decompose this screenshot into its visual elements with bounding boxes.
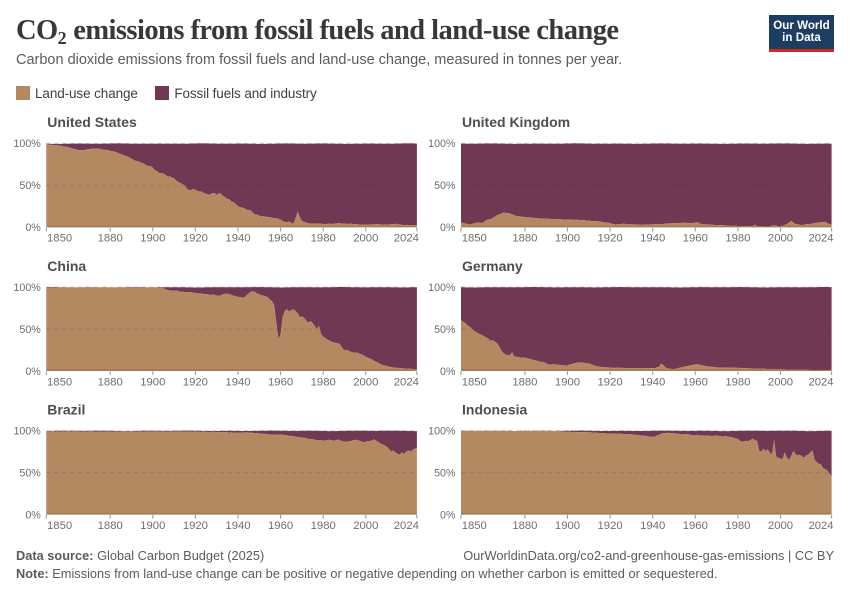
svg-text:1920: 1920 [598,376,623,388]
svg-text:100%: 100% [428,282,456,294]
svg-text:1940: 1940 [225,520,250,532]
svg-text:2024: 2024 [394,233,419,245]
svg-text:1960: 1960 [683,520,708,532]
svg-text:1900: 1900 [555,233,580,245]
svg-text:2000: 2000 [353,520,378,532]
svg-text:1980: 1980 [725,233,750,245]
svg-text:1940: 1940 [640,233,665,245]
svg-text:1920: 1920 [598,520,623,532]
svg-text:0%: 0% [440,509,456,521]
svg-text:1980: 1980 [311,376,336,388]
svg-text:0%: 0% [440,366,456,378]
svg-text:1850: 1850 [462,233,487,245]
svg-text:1980: 1980 [311,233,336,245]
svg-text:50%: 50% [19,180,41,192]
svg-text:2024: 2024 [808,376,833,388]
svg-text:1880: 1880 [98,233,123,245]
svg-text:Indonesia: Indonesia [462,401,528,417]
svg-text:100%: 100% [428,425,456,437]
svg-text:100%: 100% [13,138,41,150]
svg-text:1920: 1920 [183,376,208,388]
svg-text:2000: 2000 [353,233,378,245]
svg-text:2024: 2024 [394,376,419,388]
svg-text:United States: United States [47,114,137,130]
svg-text:2000: 2000 [768,520,793,532]
svg-text:1980: 1980 [311,520,336,532]
svg-text:1900: 1900 [140,520,165,532]
svg-text:China: China [47,258,86,274]
svg-text:1920: 1920 [183,233,208,245]
svg-text:1850: 1850 [47,520,72,532]
svg-text:1850: 1850 [47,376,72,388]
svg-text:1850: 1850 [462,376,487,388]
svg-text:1880: 1880 [512,233,537,245]
svg-text:1880: 1880 [512,376,537,388]
svg-text:2024: 2024 [394,520,419,532]
svg-text:50%: 50% [19,467,41,479]
svg-text:0%: 0% [25,366,41,378]
svg-text:100%: 100% [13,425,41,437]
svg-text:1900: 1900 [555,376,580,388]
svg-text:1900: 1900 [140,376,165,388]
svg-text:1850: 1850 [462,520,487,532]
svg-text:1980: 1980 [725,520,750,532]
svg-text:1940: 1940 [225,376,250,388]
svg-text:50%: 50% [434,180,456,192]
svg-text:1920: 1920 [183,520,208,532]
svg-text:50%: 50% [434,324,456,336]
svg-text:100%: 100% [428,138,456,150]
svg-text:1900: 1900 [140,233,165,245]
svg-text:1960: 1960 [268,376,293,388]
svg-text:Germany: Germany [462,258,523,274]
svg-text:1880: 1880 [512,520,537,532]
svg-text:50%: 50% [434,467,456,479]
svg-text:United Kingdom: United Kingdom [462,114,570,130]
svg-text:0%: 0% [440,222,456,234]
svg-text:1940: 1940 [640,520,665,532]
svg-text:0%: 0% [25,222,41,234]
svg-text:Brazil: Brazil [47,401,85,417]
svg-text:2000: 2000 [353,376,378,388]
svg-text:1880: 1880 [98,376,123,388]
svg-text:2024: 2024 [808,233,833,245]
svg-text:50%: 50% [19,324,41,336]
svg-text:1960: 1960 [268,520,293,532]
svg-text:1980: 1980 [725,376,750,388]
svg-text:1960: 1960 [683,376,708,388]
svg-text:1850: 1850 [47,233,72,245]
svg-text:100%: 100% [13,282,41,294]
svg-text:1920: 1920 [598,233,623,245]
svg-text:1940: 1940 [640,376,665,388]
svg-text:1960: 1960 [683,233,708,245]
svg-text:0%: 0% [25,509,41,521]
svg-text:2000: 2000 [768,376,793,388]
svg-text:2000: 2000 [768,233,793,245]
svg-text:1880: 1880 [98,520,123,532]
svg-text:1940: 1940 [225,233,250,245]
svg-text:2024: 2024 [808,520,833,532]
svg-text:1960: 1960 [268,233,293,245]
svg-text:1900: 1900 [555,520,580,532]
